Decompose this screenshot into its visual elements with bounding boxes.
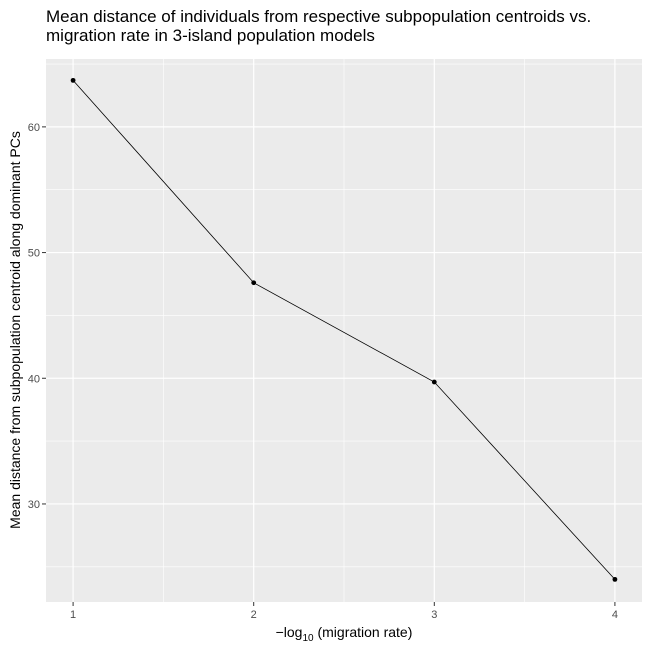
- x-tick-label: 4: [612, 609, 618, 621]
- data-point: [431, 379, 437, 385]
- x-axis-title-prefix: −log: [276, 624, 303, 640]
- chart-title-line-2: migration rate in 3-island population mo…: [46, 26, 375, 45]
- x-tick-label: 1: [70, 609, 76, 621]
- series-line: [72, 80, 616, 580]
- x-tick-label: 2: [251, 609, 257, 621]
- grid-minor: [46, 59, 642, 602]
- y-tick-label: 30: [28, 499, 40, 511]
- x-axis: 1 2 3 4: [70, 602, 618, 621]
- series-polyline: [72, 80, 616, 580]
- data-point: [70, 77, 76, 83]
- y-tick-label: 50: [28, 248, 40, 260]
- y-axis: 30 40 50 60: [28, 122, 46, 511]
- series-points: [70, 77, 618, 582]
- data-point: [251, 280, 257, 286]
- y-axis-title: Mean distance from subpopulation centroi…: [7, 131, 23, 529]
- y-tick-label: 40: [28, 373, 40, 385]
- x-axis-title: −log10 (migration rate): [276, 624, 413, 644]
- x-tick-label: 3: [431, 609, 437, 621]
- y-tick-label: 60: [28, 122, 40, 134]
- data-point: [612, 576, 618, 582]
- chart-title-line-1: Mean distance of individuals from respec…: [46, 7, 591, 26]
- x-axis-title-suffix: (migration rate): [314, 624, 413, 640]
- x-axis-title-subscript: 10: [302, 633, 314, 644]
- grid-major: [46, 59, 642, 602]
